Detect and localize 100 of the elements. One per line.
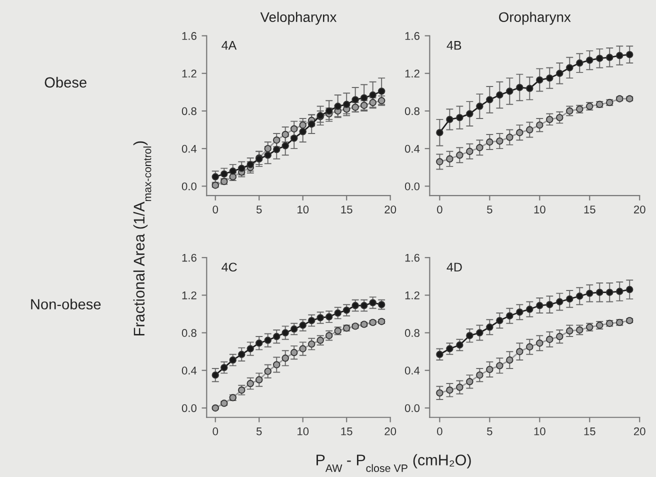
- point: [446, 116, 454, 124]
- x-tick-label: 15: [341, 428, 352, 436]
- point: [299, 322, 306, 329]
- point: [536, 76, 544, 84]
- x-tick-label: 10: [298, 206, 309, 214]
- point: [616, 288, 624, 296]
- point: [476, 329, 484, 336]
- point: [446, 155, 454, 163]
- point: [526, 306, 534, 313]
- x-tick-label: 0: [212, 427, 218, 436]
- point: [536, 302, 544, 310]
- point: [308, 340, 316, 348]
- point: [238, 164, 246, 172]
- point: [220, 364, 228, 372]
- annotation: 4D: [446, 262, 462, 272]
- point: [308, 316, 316, 324]
- point: [466, 332, 474, 340]
- point: [566, 64, 574, 72]
- point: [352, 302, 359, 310]
- point: [342, 306, 350, 314]
- point: [436, 158, 444, 166]
- point: [536, 340, 544, 347]
- point: [576, 292, 584, 300]
- point: [556, 114, 564, 122]
- text: Obese: [44, 76, 86, 88]
- y-tick-label: 1.6: [182, 254, 196, 262]
- point: [446, 386, 454, 394]
- x-tick-label: 20: [384, 427, 396, 436]
- y-tick-label: 0.8: [404, 107, 420, 116]
- point: [256, 340, 263, 347]
- point: [516, 128, 524, 136]
- x-tick-label: 0: [437, 427, 442, 436]
- x-tick-label: 10: [298, 427, 309, 436]
- x-tick-label: 5: [487, 206, 492, 214]
- y-tick-label: 0.0: [404, 404, 420, 412]
- x-tick-label: 20: [634, 427, 646, 436]
- x-tick-label: 0: [212, 206, 218, 214]
- point: [273, 332, 280, 340]
- point: [606, 288, 614, 296]
- point: [526, 343, 534, 350]
- point: [212, 371, 219, 379]
- point: [466, 110, 474, 118]
- point: [566, 327, 574, 335]
- point: [290, 325, 298, 333]
- point: [506, 356, 514, 364]
- y-tick-label: 0.4: [182, 366, 197, 375]
- point: [506, 134, 514, 141]
- point: [299, 345, 306, 352]
- point: [476, 102, 484, 110]
- point: [238, 350, 246, 358]
- y-tick-label: 0.0: [404, 182, 420, 190]
- point: [546, 300, 554, 308]
- annotation: 4B: [446, 41, 462, 50]
- point: [256, 376, 263, 384]
- chart-title: Velopharynx: [260, 12, 337, 25]
- point: [436, 389, 444, 397]
- point: [526, 126, 534, 134]
- x-tick-label: 15: [341, 206, 352, 214]
- point: [282, 354, 289, 362]
- point: [496, 91, 504, 99]
- x-tick-label: 5: [256, 206, 262, 214]
- point: [476, 144, 484, 152]
- y-tick-label: 1.2: [182, 70, 196, 78]
- x-tick-label: 0: [437, 206, 442, 214]
- y-tick-label: 0.0: [182, 404, 196, 412]
- point: [516, 84, 524, 92]
- point: [486, 366, 494, 374]
- y-tick-label: 0.8: [182, 107, 196, 116]
- point: [486, 324, 494, 331]
- point: [506, 88, 514, 95]
- point: [436, 350, 444, 358]
- point: [316, 314, 324, 322]
- y-tick-label: 0.4: [404, 366, 420, 375]
- y-tick-label: 0.4: [182, 144, 197, 153]
- point: [325, 313, 333, 320]
- point: [526, 84, 534, 92]
- x-tick-label: 15: [584, 428, 596, 436]
- y-tick-label: 0.4: [404, 144, 420, 153]
- point: [536, 121, 544, 129]
- point: [264, 368, 272, 375]
- point: [466, 378, 474, 386]
- point: [516, 348, 524, 356]
- point: [626, 286, 634, 294]
- point: [496, 316, 504, 324]
- point: [546, 116, 554, 124]
- point: [446, 345, 454, 352]
- y-tick-label: 1.2: [182, 291, 196, 300]
- chart-title: Oropharynx: [499, 12, 571, 25]
- point: [246, 380, 254, 388]
- y-tick-label: 1.6: [405, 254, 420, 262]
- x-tick-label: 15: [584, 206, 596, 214]
- point: [506, 312, 514, 320]
- point: [273, 361, 280, 368]
- point: [616, 52, 624, 60]
- point: [282, 329, 289, 336]
- x-tick-label: 5: [256, 428, 262, 436]
- point: [596, 54, 604, 62]
- point: [556, 70, 564, 77]
- point: [456, 341, 464, 349]
- point: [596, 288, 604, 296]
